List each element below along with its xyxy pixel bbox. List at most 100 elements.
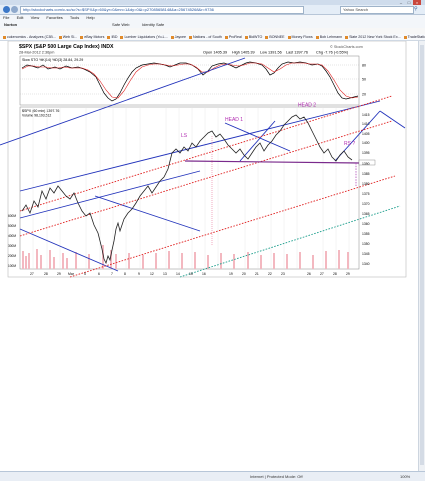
norton-label[interactable]: Norton xyxy=(4,22,18,27)
x-axis: 27 28 29 Mar 5 6 7 8 9 12 13 14 15 16 19… xyxy=(30,272,350,276)
menu-favorites[interactable]: Favorites xyxy=(46,15,63,20)
price-panel xyxy=(19,106,360,270)
menu-help[interactable]: Help xyxy=(86,15,95,20)
stoch-legend: Slow STO %K(14) %D(3) 28.84, 29.29 xyxy=(22,58,83,62)
quote-chg: Chg -7.76 (-0.55%) xyxy=(316,51,349,55)
favorite-link[interactable]: BidWTO xyxy=(244,34,262,40)
favorite-label: TradeStation xyxy=(407,35,425,39)
page-content: $SPX (S&P 500 Large Cap Index) INDX 28-M… xyxy=(0,40,425,471)
favorite-icon xyxy=(315,35,319,39)
svg-text:16: 16 xyxy=(202,272,206,276)
svg-text:15: 15 xyxy=(189,272,193,276)
favorite-link[interactable]: Nations - of South xyxy=(189,34,222,40)
search-input[interactable]: Yahoo Search xyxy=(340,6,414,14)
safe-web-button[interactable]: Safe Web xyxy=(112,22,130,27)
favorite-label: Nations - of South xyxy=(193,35,222,39)
menu-bar: File Edit View Favorites Tools Help xyxy=(0,15,425,21)
svg-text:19: 19 xyxy=(229,272,233,276)
annotation-ls: LS xyxy=(181,133,188,139)
address-input[interactable]: http://stockcharts.com/c-sc/sc?s=$SPX&p=… xyxy=(20,6,304,14)
annotation-head2: HEAD 2 xyxy=(298,103,316,109)
favorite-link[interactable]: Lumber Liquidators (Yo-L... xyxy=(120,34,168,40)
svg-text:1415: 1415 xyxy=(362,113,370,117)
status-bar: Internet | Protected Mode: Off 100% xyxy=(0,471,425,481)
favorite-icon xyxy=(287,35,291,39)
svg-text:6: 6 xyxy=(98,272,100,276)
stoch-axis-20: 20 xyxy=(362,93,366,97)
search-icon[interactable]: ⚲ xyxy=(414,6,418,12)
vertical-scrollbar[interactable] xyxy=(418,41,425,471)
svg-text:9: 9 xyxy=(138,272,140,276)
favorites-bar: cukenomics - Analyzes (C3B... Web Sl... eB… xyxy=(0,34,425,41)
svg-text:1355: 1355 xyxy=(362,232,370,236)
svg-text:28: 28 xyxy=(333,272,337,276)
favorite-link[interactable]: IBD xyxy=(107,34,117,40)
favorite-link[interactable]: cukenomics - Analyzes (C3B... xyxy=(3,34,56,40)
chart-symbol-title: $SPX (S&P 500 Large Cap Index) INDX xyxy=(19,44,114,50)
menu-file[interactable]: File xyxy=(3,15,10,20)
svg-text:Mar: Mar xyxy=(68,272,75,276)
forward-icon[interactable] xyxy=(11,6,18,13)
favorite-link[interactable]: Money Flows xyxy=(287,34,313,40)
back-icon[interactable] xyxy=(3,6,10,13)
favorite-label: BONNEE xyxy=(269,35,285,39)
zoom-level[interactable]: 100% xyxy=(400,474,411,479)
svg-text:1350: 1350 xyxy=(362,242,370,246)
favorite-label: Jaycee xyxy=(174,35,187,39)
favorite-icon xyxy=(224,35,228,39)
menu-tools[interactable]: Tools xyxy=(69,15,80,20)
title-bar: – □ × xyxy=(0,0,425,5)
quote-high: High 1405.39 xyxy=(232,51,255,55)
svg-text:13: 13 xyxy=(163,272,167,276)
stoch-d-line xyxy=(21,62,359,99)
svg-text:1340: 1340 xyxy=(362,262,370,266)
favorite-link[interactable]: BONNEE xyxy=(265,34,285,40)
quote-low: Low 1391.56 xyxy=(260,51,282,55)
svg-text:22: 22 xyxy=(268,272,272,276)
favorite-link[interactable]: Bob Lehmann xyxy=(315,34,343,40)
favorite-icon xyxy=(170,35,174,39)
svg-text:27: 27 xyxy=(320,272,324,276)
svg-text:100M: 100M xyxy=(8,264,16,268)
close-button[interactable]: × xyxy=(413,0,421,5)
svg-text:1400: 1400 xyxy=(362,141,370,145)
svg-text:28: 28 xyxy=(44,272,48,276)
svg-text:14: 14 xyxy=(176,272,180,276)
svg-text:1360: 1360 xyxy=(362,222,370,226)
neckline xyxy=(184,160,361,164)
svg-text:1370: 1370 xyxy=(362,202,370,206)
favorite-link[interactable]: Slate 2012 New York Stock Ex... xyxy=(345,34,401,40)
favorite-link[interactable]: Jaycee xyxy=(170,34,187,40)
volume-axis: 600M 500M 400M 300M 200M 100M xyxy=(8,214,16,268)
favorite-link[interactable]: TradeStation xyxy=(403,34,425,40)
favorite-label: ProReal xyxy=(228,35,242,39)
svg-text:12: 12 xyxy=(150,272,154,276)
menu-edit[interactable]: Edit xyxy=(16,15,24,20)
favorite-label: Bob Lehmann xyxy=(319,35,343,39)
svg-text:1345: 1345 xyxy=(362,252,370,256)
svg-text:8: 8 xyxy=(124,272,126,276)
favorite-link[interactable]: Web Sl... xyxy=(58,34,77,40)
identity-safe-button[interactable]: Identity Safe xyxy=(142,22,165,27)
favorite-label: IBD xyxy=(111,35,118,39)
maximize-button[interactable]: □ xyxy=(407,0,411,5)
blue-trendlines xyxy=(0,57,406,272)
svg-text:400M: 400M xyxy=(8,234,16,238)
price-legend: $SPX (60 min) 1397.76 xyxy=(22,109,59,113)
svg-text:21: 21 xyxy=(255,272,259,276)
svg-text:7: 7 xyxy=(111,272,113,276)
svg-text:1385: 1385 xyxy=(362,172,370,176)
volume-legend: Volume 98,193,512 xyxy=(22,114,51,118)
favorite-icon xyxy=(120,35,124,39)
menu-view[interactable]: View xyxy=(30,15,40,20)
svg-text:27: 27 xyxy=(30,272,34,276)
scrollbar-thumb[interactable] xyxy=(420,45,424,465)
minimize-button[interactable]: – xyxy=(399,0,403,5)
favorite-link[interactable]: ProReal xyxy=(224,34,242,40)
svg-text:29: 29 xyxy=(57,272,61,276)
favorite-link[interactable]: eBay Motors xyxy=(80,34,104,40)
svg-text:1375: 1375 xyxy=(362,192,370,196)
favorite-icon xyxy=(244,35,248,39)
volume-bars xyxy=(22,245,349,269)
